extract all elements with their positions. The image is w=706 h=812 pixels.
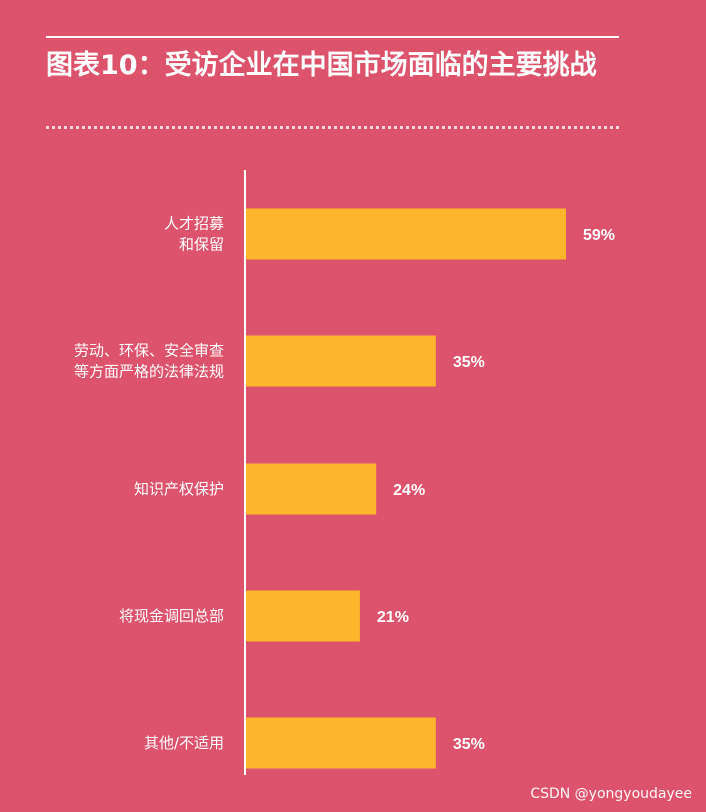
category-label-1: 人才招募和保留 [164, 215, 224, 254]
value-label-4: 21% [377, 609, 409, 626]
category-label-3: 知识产权保护 [134, 480, 224, 498]
csdn-watermark: CSDN @yongyoudayee [530, 786, 692, 802]
category-label-2: 劳动、环保、安全审查等方面严格的法律法规 [74, 342, 224, 381]
category-label-4: 将现金调回总部 [119, 607, 224, 625]
value-label-1: 59% [583, 227, 615, 244]
value-label-2: 35% [453, 354, 485, 371]
top-rule [46, 36, 619, 38]
chart-title: 图表10：受访企业在中国市场面临的主要挑战 [46, 50, 597, 81]
bar-1 [246, 208, 566, 260]
bar-4 [246, 590, 360, 642]
title-dotted-divider [46, 126, 619, 129]
bar-5 [246, 717, 436, 769]
bar-2 [246, 335, 436, 387]
category-label-5: 其他/不适用 [144, 734, 224, 752]
value-label-5: 35% [453, 736, 485, 753]
bar-3 [246, 463, 377, 515]
value-label-3: 24% [393, 482, 425, 499]
